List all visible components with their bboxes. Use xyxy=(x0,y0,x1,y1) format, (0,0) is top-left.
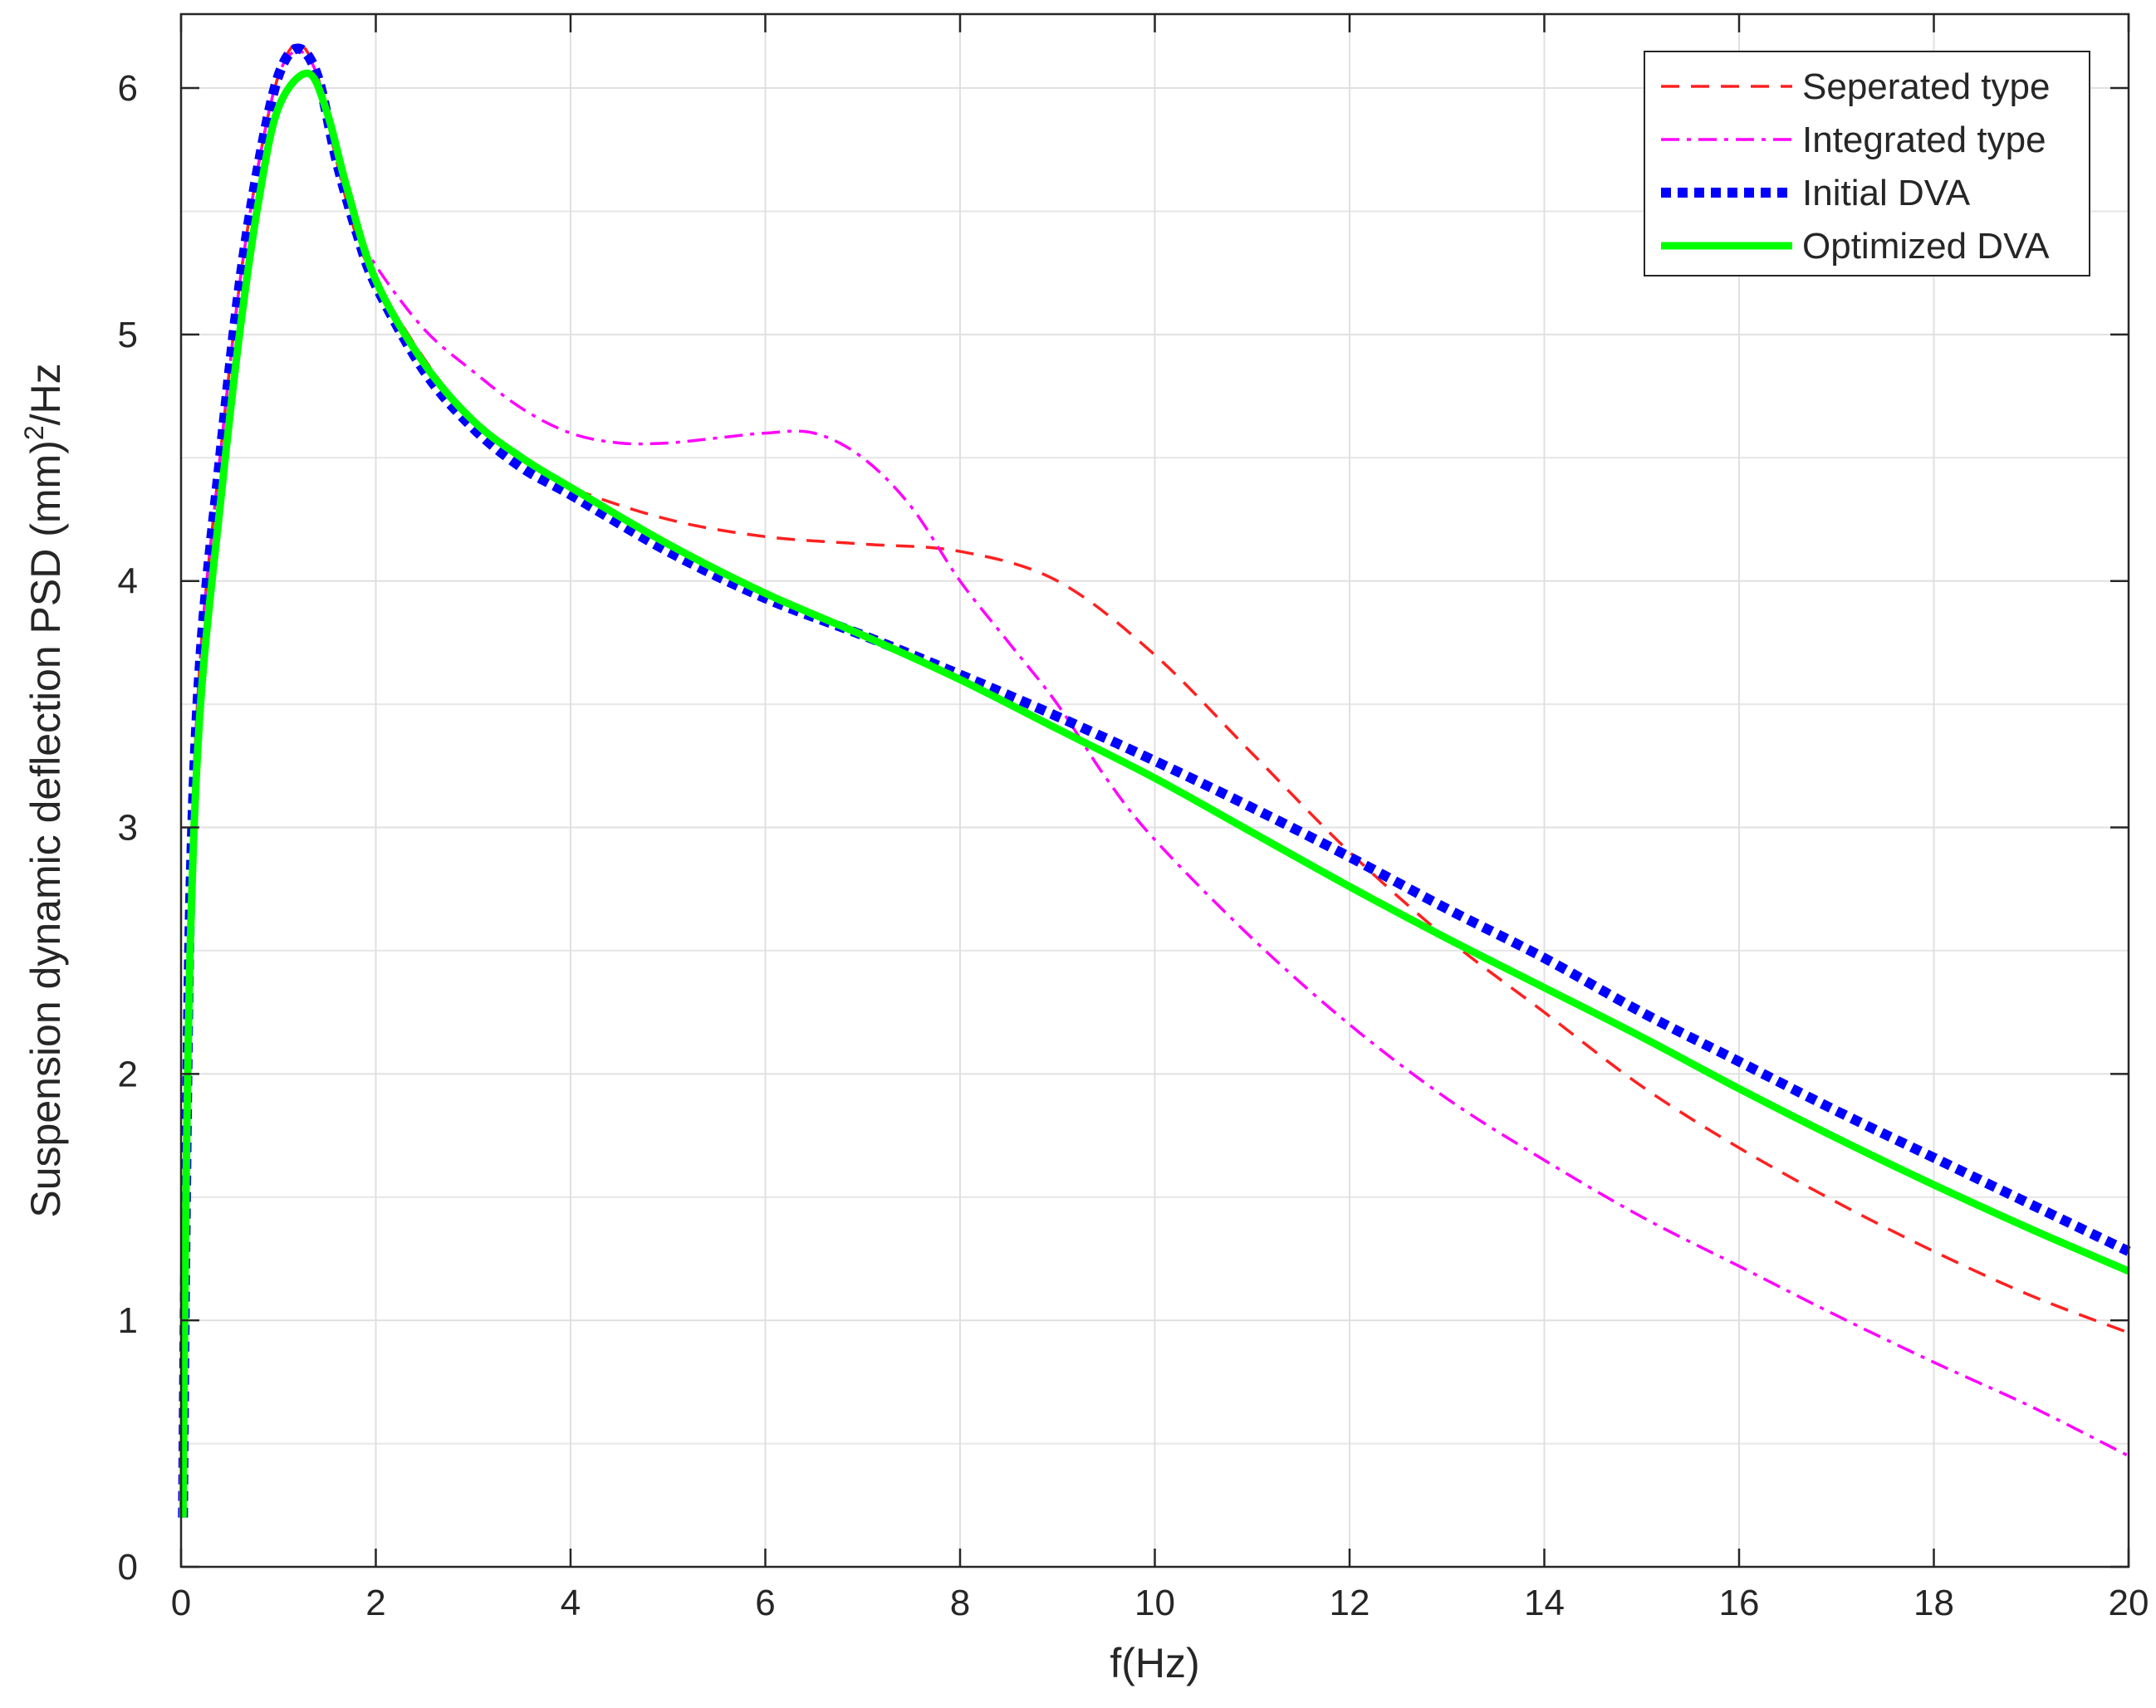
y-axis-label-main: Suspension dynamic deflection PSD (mm) xyxy=(22,440,69,1218)
x-tick-label: 2 xyxy=(365,1583,385,1623)
series-line-optimized-dva xyxy=(179,69,2130,1518)
x-tick-label: 16 xyxy=(1719,1583,1760,1623)
legend-label: Optimized DVA xyxy=(1802,226,2050,267)
x-tick-label: 6 xyxy=(755,1583,775,1623)
legend-label: Initial DVA xyxy=(1802,173,1971,213)
series-line-initial-dva xyxy=(178,43,2131,1518)
x-tick-label: 14 xyxy=(1524,1583,1565,1623)
x-tick-label: 12 xyxy=(1330,1583,1370,1623)
x-tick-label: 18 xyxy=(1913,1583,1954,1623)
legend-label: Seperated type xyxy=(1802,66,2050,107)
y-tick-label: 1 xyxy=(118,1300,138,1341)
y-tick-label: 3 xyxy=(118,808,138,849)
x-tick-label: 20 xyxy=(2109,1583,2149,1623)
y-tick-label: 6 xyxy=(118,68,138,109)
y-tick-label: 0 xyxy=(118,1547,138,1588)
y-axis-label-tail: /Hz xyxy=(22,363,69,425)
x-tick-label: 8 xyxy=(950,1583,970,1623)
grid xyxy=(180,14,2129,1568)
legend-label: Integrated type xyxy=(1802,120,2046,160)
series-group xyxy=(178,42,2131,1518)
y-tick-label: 4 xyxy=(118,561,138,602)
x-tick-label: 4 xyxy=(561,1583,581,1623)
y-axis-label: Suspension dynamic deflection PSD (mm)2/… xyxy=(19,363,69,1217)
y-axis-label-superscript: 2 xyxy=(19,425,49,440)
y-tick-label: 2 xyxy=(118,1054,138,1094)
legend: Seperated type Integrated type Initial DVA… xyxy=(1644,51,2090,277)
legend-box xyxy=(1644,51,2090,277)
x-tick-label: 10 xyxy=(1134,1583,1175,1623)
x-axis-label: f(Hz) xyxy=(1110,1640,1199,1686)
x-tick-label: 0 xyxy=(171,1583,191,1623)
y-tick-label: 5 xyxy=(118,315,138,355)
